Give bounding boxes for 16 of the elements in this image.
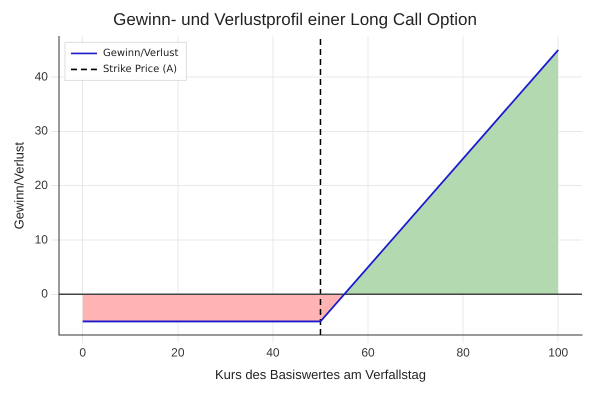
x-tick-label: 40 <box>266 346 280 360</box>
x-tick-label: 80 <box>456 346 470 360</box>
legend-label: Gewinn/Verlust <box>102 48 179 59</box>
x-tick-label: 0 <box>79 346 86 360</box>
y-tick-label: 30 <box>34 124 48 138</box>
y-tick-label: 0 <box>41 286 48 301</box>
x-tick-label: 60 <box>361 346 376 360</box>
chart-title: Gewinn- und Verlustprofil einer Long Call Option <box>113 10 477 29</box>
x-tick-label: 20 <box>171 346 185 360</box>
y-axis-title: Gewinn/Verlust <box>11 142 26 230</box>
y-tick-label: 10 <box>34 232 48 246</box>
y-tick-label: 20 <box>34 178 48 192</box>
x-axis-title: Kurs des Basiswertes am Verfallstag <box>214 366 426 382</box>
x-tick-label: 100 <box>548 346 569 360</box>
y-tick-label: 40 <box>34 69 48 84</box>
ref-line-label: Strike Price (A) <box>102 64 178 75</box>
